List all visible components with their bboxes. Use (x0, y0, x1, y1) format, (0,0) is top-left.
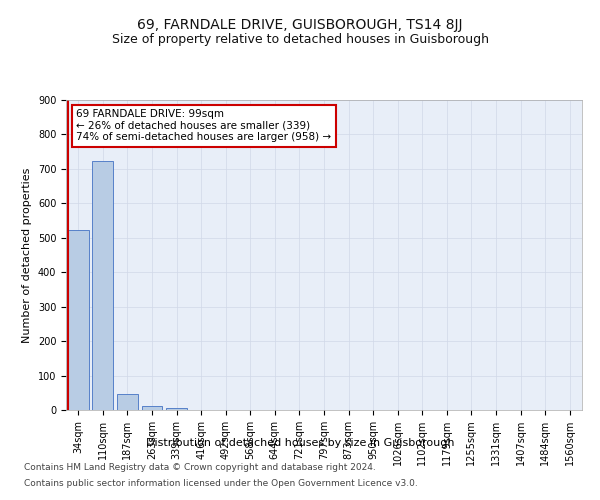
Text: Distribution of detached houses by size in Guisborough: Distribution of detached houses by size … (146, 438, 454, 448)
Text: Size of property relative to detached houses in Guisborough: Size of property relative to detached ho… (112, 32, 488, 46)
Bar (142, 406, 163, 410)
Bar (117, 394, 138, 410)
Text: Contains public sector information licensed under the Open Government Licence v3: Contains public sector information licen… (24, 478, 418, 488)
Y-axis label: Number of detached properties: Number of detached properties (22, 168, 32, 342)
Text: 69, FARNDALE DRIVE, GUISBOROUGH, TS14 8JJ: 69, FARNDALE DRIVE, GUISBOROUGH, TS14 8J… (137, 18, 463, 32)
Bar (68, 230, 89, 410)
Text: Contains HM Land Registry data © Crown copyright and database right 2024.: Contains HM Land Registry data © Crown c… (24, 464, 376, 472)
Text: 69 FARNDALE DRIVE: 99sqm
← 26% of detached houses are smaller (339)
74% of semi-: 69 FARNDALE DRIVE: 99sqm ← 26% of detach… (76, 110, 331, 142)
Bar (166, 408, 187, 410)
Bar (92, 160, 113, 410)
